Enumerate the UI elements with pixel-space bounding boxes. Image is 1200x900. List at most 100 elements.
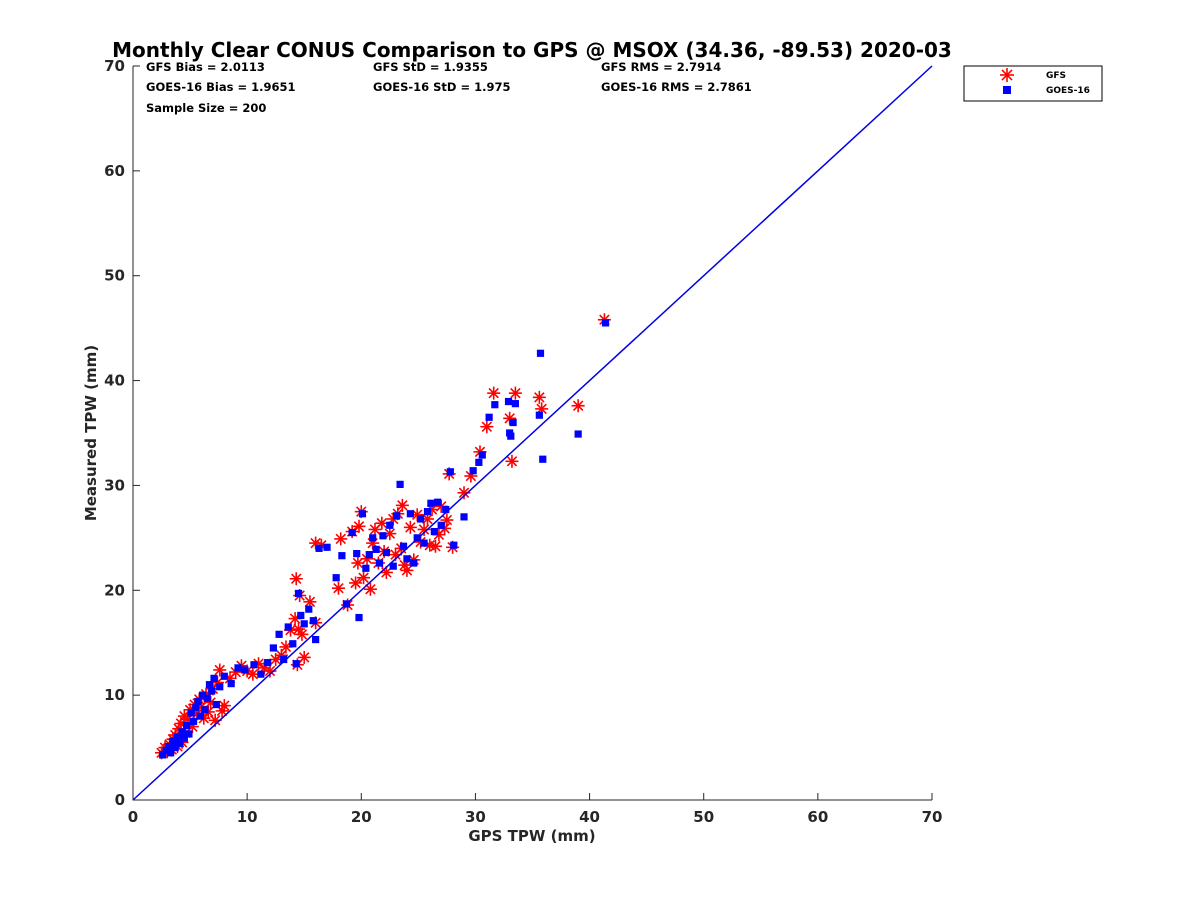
goes-point	[372, 545, 380, 553]
gfs-point	[334, 532, 348, 546]
goes-point	[178, 728, 186, 736]
goes-point	[423, 508, 432, 516]
goes-point	[284, 623, 292, 631]
y-tick-label: 40	[104, 372, 125, 390]
y-tick-label: 50	[104, 267, 125, 285]
goes-point	[264, 659, 272, 667]
stats-block: GFS Bias = 2.0113 GOES-16 Bias = 1.9651 …	[146, 60, 752, 115]
goes-point	[355, 613, 363, 622]
goes-point	[212, 700, 220, 709]
gfs-point	[417, 522, 431, 536]
gfs-point	[508, 386, 522, 400]
goes-point	[485, 413, 493, 421]
gfs-point	[505, 454, 519, 468]
goes-point	[180, 734, 188, 742]
gfs-point	[295, 627, 309, 641]
goes-point	[338, 552, 346, 560]
goes-point	[358, 510, 367, 518]
goes-point	[410, 559, 418, 567]
gfs-point	[363, 582, 377, 596]
gfs-point	[375, 516, 389, 530]
legend-gfs-asterisk	[1000, 68, 1014, 82]
gfs-point	[357, 571, 371, 585]
y-tick-label: 20	[104, 581, 125, 599]
x-tick-label: 40	[579, 808, 600, 826]
goes-point	[475, 458, 483, 466]
goes-point	[309, 617, 317, 625]
goes-point	[375, 559, 384, 567]
legend-goes-square	[1003, 86, 1011, 94]
goes-point	[216, 683, 224, 691]
y-tick-label: 70	[104, 57, 125, 75]
goes-point	[220, 672, 228, 680]
goes-point	[539, 455, 547, 463]
goes-point	[450, 541, 458, 549]
gfs-point	[331, 581, 345, 595]
x-tick-label: 30	[465, 808, 486, 826]
goes-point	[300, 620, 308, 628]
goes-point	[234, 664, 242, 672]
goes-point	[413, 534, 421, 542]
goes-point	[192, 704, 200, 712]
legend-goes-label: GOES-16	[1046, 86, 1090, 96]
gfs-point	[349, 576, 363, 590]
goes-point	[536, 349, 545, 357]
x-tick-label: 70	[922, 808, 943, 826]
y-tick-label: 60	[104, 162, 125, 180]
goes-point	[205, 681, 214, 689]
goes-point	[362, 564, 370, 572]
x-tick-label: 0	[128, 808, 138, 826]
goes-point	[275, 630, 283, 638]
goes-point	[227, 680, 235, 688]
gfs-rms-stat: GFS RMS = 2.7914	[601, 60, 721, 74]
gfs-point	[263, 664, 277, 678]
goes-point	[509, 418, 517, 427]
goes-point	[250, 661, 258, 669]
goes-point	[164, 742, 172, 751]
x-axis-ticks: 0 10 20 30 40 50 60 70	[128, 793, 943, 826]
gfs-point	[352, 519, 366, 533]
legend-goes-marker	[1003, 86, 1011, 94]
goes-point	[507, 432, 515, 440]
goes-point	[289, 640, 297, 648]
goes-point	[399, 542, 408, 550]
goes-point	[396, 480, 404, 488]
goes-point	[159, 751, 167, 759]
goes-point	[353, 549, 361, 558]
goes-point	[446, 468, 454, 476]
goes-point	[406, 510, 414, 518]
goes-point	[323, 543, 331, 551]
goes-point	[196, 712, 204, 720]
goes-point	[167, 749, 175, 757]
goes-point	[420, 539, 428, 547]
goes-point	[460, 513, 468, 521]
legend-box	[963, 65, 1103, 102]
goes-point	[535, 411, 543, 419]
sample-size-stat: Sample Size = 200	[146, 101, 266, 115]
y-tick-label: 0	[115, 791, 125, 809]
goes-point	[176, 739, 184, 747]
goes-point	[208, 687, 216, 695]
x-axis-label: GPS TPW (mm)	[468, 827, 595, 845]
goes-point	[199, 691, 207, 699]
goes-point	[194, 697, 202, 706]
goes-point	[511, 400, 519, 408]
goes-point	[203, 694, 211, 702]
goes-point	[305, 605, 313, 613]
goes-point	[403, 555, 411, 563]
x-tick-label: 20	[351, 808, 372, 826]
goes-point	[430, 527, 438, 536]
goes-point	[280, 655, 288, 664]
goes-point	[241, 666, 249, 674]
goes-point	[187, 709, 195, 717]
goes-point	[417, 515, 425, 523]
goes-point	[173, 733, 182, 741]
goes-point	[201, 706, 209, 714]
gfs-point	[487, 386, 501, 400]
goes-point	[382, 548, 390, 557]
goes-point	[189, 717, 198, 725]
gfs-std-stat: GFS StD = 1.9355	[373, 60, 488, 74]
goes-point	[427, 499, 435, 507]
goes-point	[389, 562, 397, 570]
